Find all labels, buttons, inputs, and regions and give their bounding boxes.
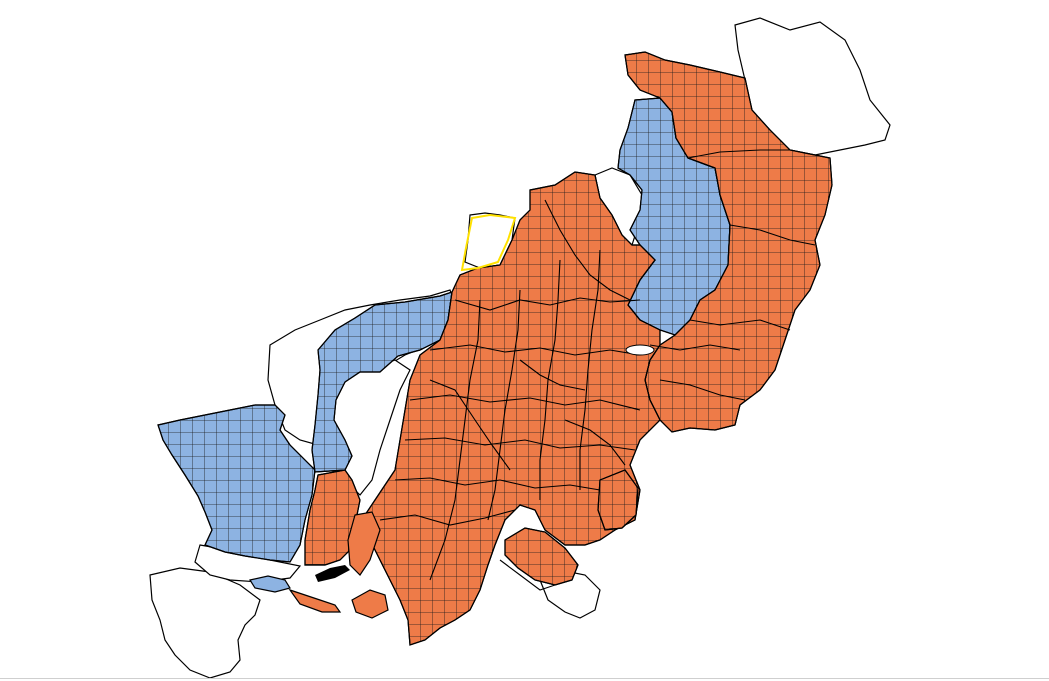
district-blue-west-grid xyxy=(157,404,316,563)
southwest-white-area xyxy=(149,567,261,679)
district-orange-south-islet-c xyxy=(288,588,342,613)
bottom-rule xyxy=(0,678,1049,679)
district-orange-east-tip-grid xyxy=(597,469,639,531)
district-orange-center-grid xyxy=(364,171,661,646)
islet-details xyxy=(315,344,655,582)
district-blue-northwest-grid xyxy=(311,291,453,473)
secondary-districts xyxy=(157,97,731,593)
district-orange-south-islet-a xyxy=(347,511,381,576)
district-blue-island xyxy=(249,575,291,593)
district-orange-west-small-grid xyxy=(304,469,361,566)
district-orange-northeast-grid xyxy=(624,51,833,433)
district-orange-southeast-peninsula-grid xyxy=(504,527,579,586)
district-orange-south-islet-b xyxy=(351,589,389,619)
dark-islet xyxy=(315,565,350,582)
selected-district-outline[interactable] xyxy=(460,213,517,272)
interior-boundaries xyxy=(379,149,816,591)
highlight-districts xyxy=(288,51,833,646)
